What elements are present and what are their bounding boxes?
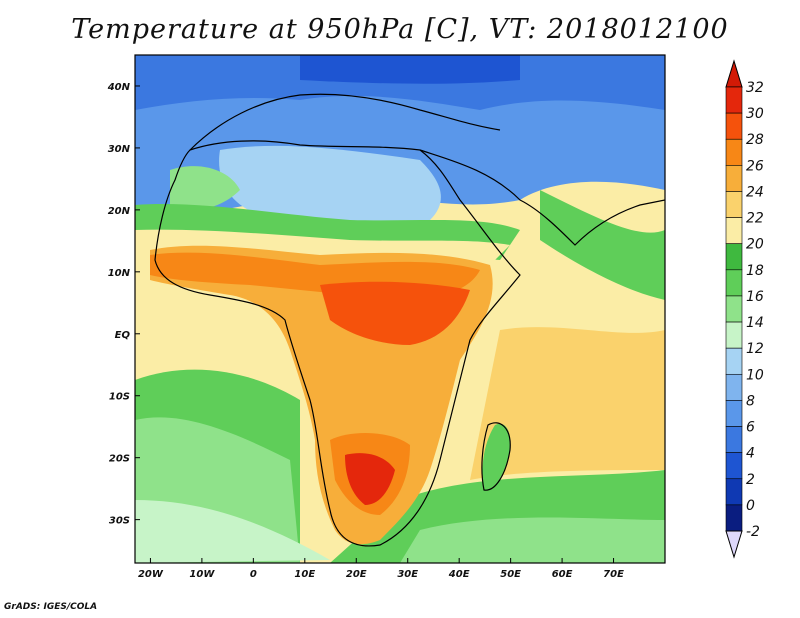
colorbar-level-label: 0 [746, 498, 755, 514]
lat-tick-label: 20S [109, 454, 130, 465]
colorbar-level-label: 12 [746, 341, 764, 357]
lat-tick-label: 40N [107, 82, 131, 93]
lon-tick-label: 20W [138, 569, 164, 580]
lon-tick-label: 10W [189, 569, 215, 580]
lat-tick-label: 30N [108, 144, 131, 155]
temperature-field [135, 55, 665, 563]
lon-tick-label: 40E [448, 569, 470, 580]
colorbar-level-label: 24 [746, 184, 764, 200]
colorbar-level-label: 18 [746, 263, 764, 279]
colorbar-level-label: 14 [746, 315, 764, 331]
lon-tick-label: 60E [552, 569, 573, 580]
colorbar-swatch [725, 373, 743, 401]
colorbar-level-label: 4 [746, 446, 755, 462]
lat-tick-label: 20N [108, 206, 131, 217]
colorbar-bottom-arrow [725, 530, 743, 559]
map-frame [134, 54, 666, 564]
colorbar-level-label: 32 [746, 80, 764, 96]
colorbar-swatch [725, 112, 743, 140]
axis-ticks: 20W 10W 0 10E 20E 30E 40E 50E 60E 70E 40N 30N 20N 10N… [107, 82, 624, 580]
lat-tick-label: 30S [109, 516, 130, 527]
colorbar-level-label: -2 [746, 524, 760, 540]
colorbar-swatch [725, 165, 743, 192]
colorbar-swatch [725, 295, 743, 323]
colorbar-swatch [725, 138, 743, 166]
lon-tick-label: 0 [250, 569, 257, 580]
colorbar-top-arrow [725, 59, 743, 88]
lon-tick-label: 70E [603, 569, 624, 580]
colorbar-level-label: 2 [746, 472, 755, 488]
lat-tick-label: 10S [109, 392, 130, 403]
lon-tick-label: 10E [294, 569, 315, 580]
colorbar-level-label: 26 [746, 158, 764, 174]
colorbar-swatch [725, 191, 743, 218]
colorbar-swatch [725, 400, 743, 427]
colorbar-level-label: 28 [746, 132, 764, 148]
colorbar-swatch [725, 478, 743, 506]
coastlines [154, 93, 665, 547]
lat-tick-label: EQ [115, 330, 131, 341]
grads-credit: GrADS: IGES/COLA [4, 602, 98, 612]
colorbar-swatch [725, 217, 743, 245]
colorbar-level-label: 16 [746, 289, 764, 305]
lon-tick-label: 30E [397, 569, 418, 580]
lon-tick-label: 20E [346, 569, 367, 580]
colorbar-level-label: 8 [746, 393, 755, 409]
colorbar-swatch [725, 321, 743, 349]
colorbar-level-label: 20 [746, 237, 764, 253]
colorbar-swatch [725, 269, 743, 297]
colorbar-level-label: 30 [746, 106, 764, 122]
colorbar-level-label: 6 [746, 420, 755, 436]
colorbar-level-label: 22 [746, 211, 764, 227]
lon-tick-label: 50E [500, 569, 521, 580]
colorbar-swatch [725, 504, 743, 532]
colorbar-swatch [725, 452, 743, 480]
colorbar-swatch [725, 243, 743, 271]
lat-tick-label: 10N [108, 268, 131, 279]
plot-title: Temperature at 950hPa [C], VT: 201801210… [71, 14, 729, 45]
colorbar-swatch [725, 86, 743, 114]
colorbar-swatch [725, 426, 743, 453]
colorbar-level-label: 10 [746, 367, 764, 383]
colorbar-swatch [725, 347, 743, 375]
